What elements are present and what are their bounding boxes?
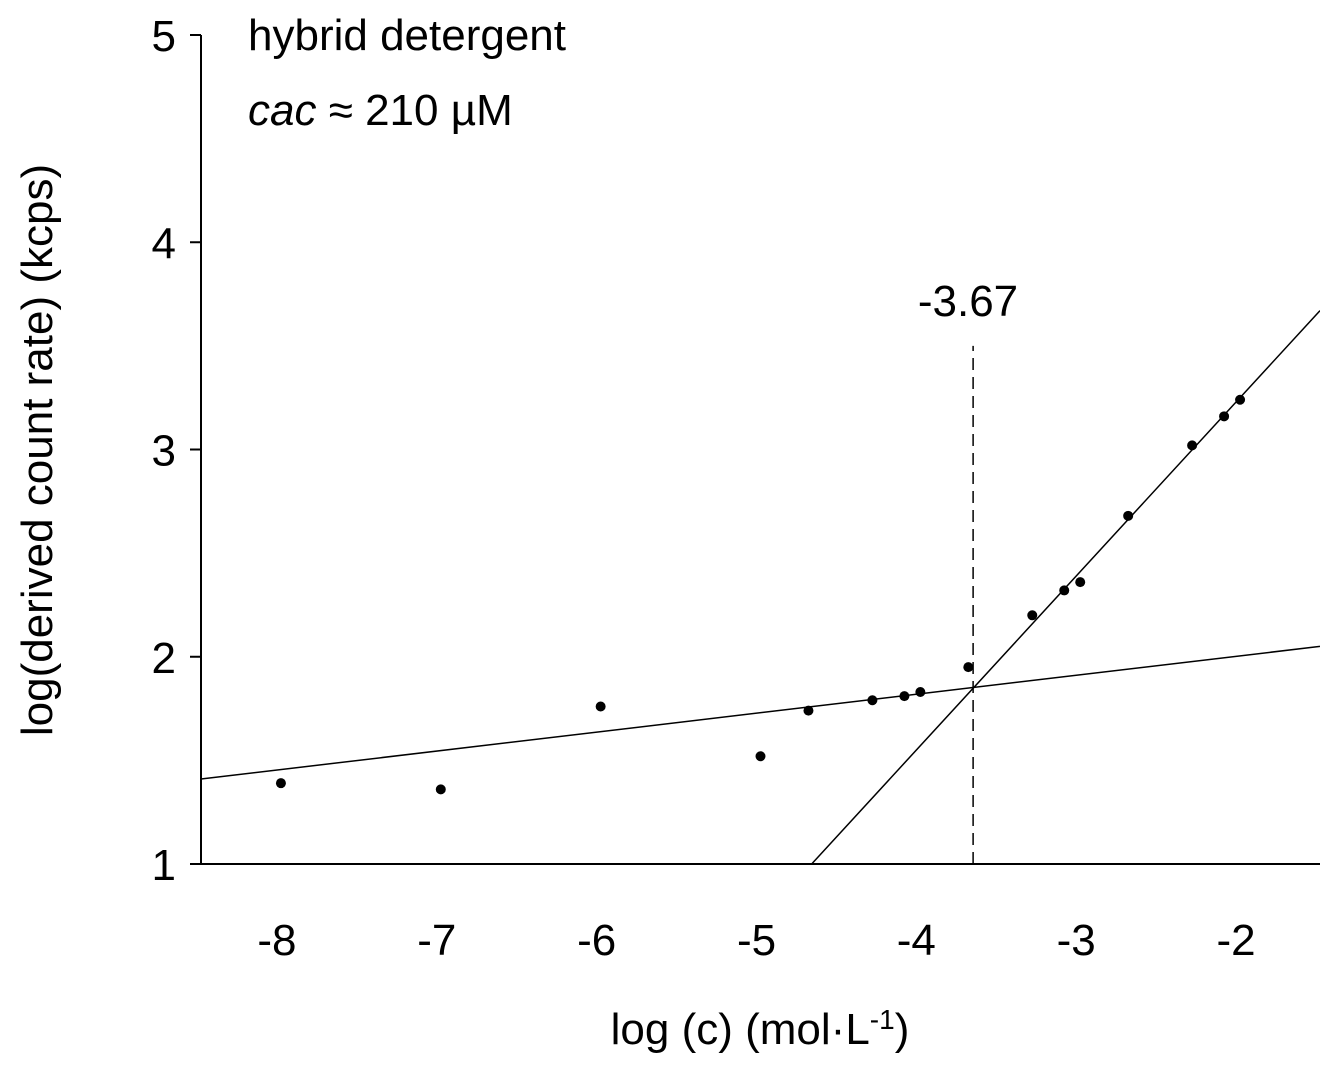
data-point — [755, 751, 766, 762]
x-tick-label: -2 — [1217, 916, 1256, 965]
x-axis-label-close: ) — [895, 1005, 910, 1054]
data-point — [1235, 394, 1246, 405]
y-tick-label: 5 — [152, 12, 176, 61]
data-point — [1075, 577, 1086, 588]
data-point — [1059, 585, 1070, 596]
y-tick-label: 1 — [152, 841, 176, 890]
cac-value: ≈ 210 µM — [316, 86, 512, 135]
data-point — [1123, 510, 1134, 521]
x-tick-label: -5 — [737, 916, 776, 965]
y-tick-label: 3 — [152, 427, 176, 476]
x-axis-label-main: log (c) (mol·L — [611, 1005, 870, 1054]
cac-label: cac — [248, 86, 316, 135]
chart-title: hybrid detergent — [248, 11, 566, 60]
x-axis-label-sup: -1 — [870, 1004, 895, 1035]
data-point — [899, 691, 910, 702]
y-axis-label: log(derived count rate) (kcps) — [13, 164, 62, 736]
data-point — [867, 695, 878, 706]
x-axis-label: log (c) (mol·L-1) — [611, 1004, 910, 1055]
data-point — [1219, 411, 1230, 422]
x-tick-label: -6 — [577, 916, 616, 965]
x-tick-label: -8 — [257, 916, 296, 965]
y-tick-label: 4 — [152, 219, 176, 268]
data-point — [1027, 610, 1038, 621]
fit-lines — [200, 310, 1320, 865]
data-point — [963, 662, 974, 673]
y-tick-label: 2 — [152, 634, 176, 683]
intersection-label: -3.67 — [918, 277, 1018, 326]
axes: 1 2 3 4 5 -8 -7 -6 -5 -4 -3 -2 — [152, 12, 1320, 965]
data-points — [275, 394, 1246, 795]
data-point — [435, 784, 446, 795]
data-point — [1187, 440, 1198, 451]
cac-annotation: cac ≈ 210 µM — [248, 86, 513, 135]
x-tick-label: -7 — [417, 916, 456, 965]
data-point — [595, 701, 606, 712]
x-tick-label: -4 — [897, 916, 936, 965]
baseline-fit-line — [200, 645, 1320, 780]
data-point — [915, 686, 926, 697]
data-point — [803, 705, 814, 716]
x-tick-label: -3 — [1057, 916, 1096, 965]
data-point — [275, 778, 286, 789]
